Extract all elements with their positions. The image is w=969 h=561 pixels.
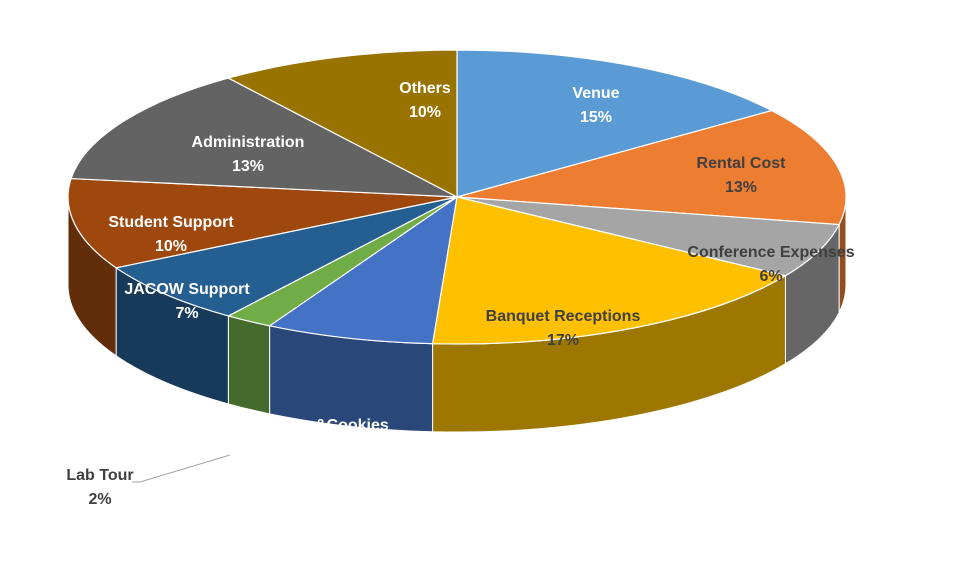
slice-value-banquet-receptions: 17%	[547, 332, 579, 349]
slice-value-conference-expenses: 6%	[759, 268, 782, 285]
slice-label-student-support: Student Support	[108, 214, 234, 231]
pie-slice-others	[227, 49, 458, 198]
slice-label-others: Others	[399, 80, 451, 97]
slice-label-conference-expenses: Conference Expenses	[687, 244, 854, 261]
slice-label-coffee-cookies: Coffee&Cookies	[265, 417, 389, 434]
slice-value-venue: 15%	[580, 109, 612, 126]
pie-slice-coffee-cookies	[268, 196, 458, 345]
pie-slice-rental-cost	[456, 109, 847, 226]
slice-value-rental-cost: 13%	[725, 179, 757, 196]
pie-labels: Venue 15% Rental Cost 13% Conference Expense…	[66, 80, 854, 508]
pie-side-lab-tour	[227, 315, 271, 415]
slice-value-others: 10%	[409, 104, 441, 121]
slice-value-student-support: 10%	[155, 238, 187, 255]
slice-value-coffee-cookies: 7%	[315, 441, 338, 458]
pie-slice-venue	[456, 49, 773, 198]
slice-label-venue: Venue	[572, 85, 619, 102]
slice-value-administration: 13%	[232, 158, 264, 175]
slice-label-lab-tour: Lab Tour	[66, 467, 133, 484]
pie-slice-student-support	[67, 177, 458, 269]
pie-slice-banquet-receptions	[431, 196, 787, 345]
slice-value-jacow-support: 7%	[175, 305, 198, 322]
slice-value-lab-tour: 2%	[88, 491, 111, 508]
slice-label-banquet-receptions: Banquet Receptions	[486, 308, 641, 325]
leader-line-lab-tour	[132, 454, 231, 483]
slice-label-administration: Administration	[192, 134, 305, 151]
pie-slices	[67, 49, 847, 345]
pie-slice-conference-expenses	[456, 196, 840, 277]
slice-label-rental-cost: Rental Cost	[697, 155, 787, 172]
slice-label-jacow-support: JACOW Support	[124, 281, 250, 298]
pie-slice-jacow-support	[115, 196, 458, 317]
pie-slice-administration	[70, 77, 458, 198]
pie-sides	[67, 196, 847, 433]
